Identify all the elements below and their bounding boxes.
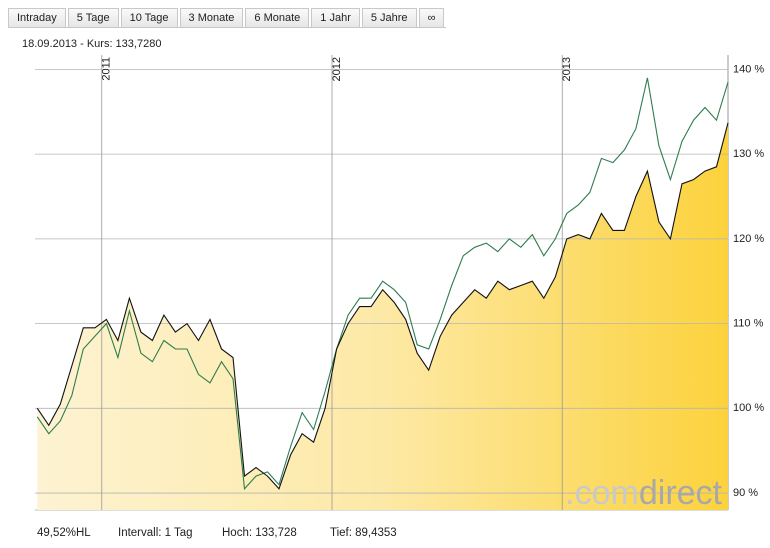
range-tab[interactable]: 3 Monate — [179, 8, 244, 27]
x-tick-label: 2011 — [101, 57, 113, 81]
tab-bar: Intraday 5 Tage 10 Tage 3 Monate 6 Monate 1 J… — [8, 8, 447, 28]
y-tick-label: 130 % — [733, 148, 764, 160]
y-tick-label: 140 % — [733, 63, 764, 75]
range-tab[interactable]: 6 Monate — [245, 8, 310, 27]
footer-stat: Intervall: 1 Tag — [118, 527, 193, 539]
quote-header: 18.09.2013 - Kurs: 133,7280 — [22, 38, 162, 50]
range-tab[interactable]: ∞ — [418, 8, 445, 27]
line — [36, 77, 729, 491]
range-tab[interactable]: 10 Tage — [120, 8, 178, 27]
footer-stat: Hoch: 133,728 — [222, 527, 297, 539]
range-tab[interactable]: 5 Tage — [67, 8, 119, 27]
y-tick-label: 110 % — [733, 318, 764, 330]
watermark-part: .com — [565, 474, 639, 512]
area — [37, 122, 729, 511]
y-tick-label: 90 % — [733, 487, 758, 499]
x-tick-label: 2012 — [331, 57, 343, 81]
y-tick-label: 100 % — [733, 402, 764, 414]
line — [36, 122, 729, 490]
watermark: .comdirect — [565, 474, 722, 512]
chart: 90 % 100 % 110 % 120 % 130 % 140 % 2011 2012 201… — [35, 55, 764, 512]
footer-stat: 49,52%HL — [37, 527, 91, 539]
range-tab[interactable]: 5 Jahre — [361, 8, 417, 27]
watermark-part: direct — [639, 474, 723, 512]
footer-stat: Tief: 89,4353 — [330, 527, 397, 539]
x-tick-label: 2013 — [561, 57, 573, 81]
y-tick-label: 120 % — [733, 233, 764, 245]
range-tab[interactable]: 1 Jahr — [311, 8, 360, 27]
range-tab[interactable]: Intraday — [8, 8, 66, 27]
